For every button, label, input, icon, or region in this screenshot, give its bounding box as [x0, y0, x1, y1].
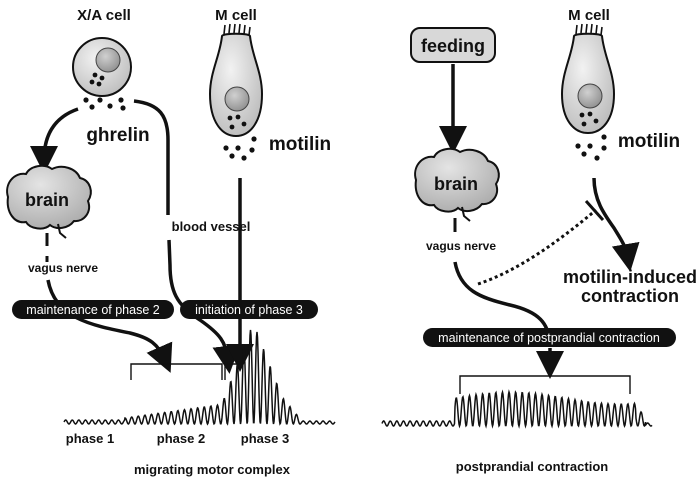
phase2-bracket: [130, 363, 223, 380]
vagus-nerve-right-label: vagus nerve: [426, 239, 496, 253]
brain-left-icon: [6, 164, 92, 239]
mmc-trace: [63, 329, 336, 426]
postprandial-caption: postprandial contraction: [456, 459, 608, 474]
phase1-label: phase 1: [66, 431, 114, 446]
m-cell-right-label: M cell: [568, 7, 610, 24]
postprandial-trace: [381, 389, 653, 429]
pill-postprandial-text: maintenance of postprandial contraction: [438, 331, 660, 345]
pill-maintenance-phase2: maintenance of phase 2: [12, 300, 174, 319]
brain-right-icon: [414, 147, 500, 222]
motilin-induced-label: motilin-induced: [563, 267, 696, 287]
pill-phase3-text: initiation of phase 3: [195, 303, 303, 317]
motilin-left-label: motilin: [269, 134, 331, 155]
m-cell-left: [208, 23, 264, 138]
phase3-bracket: [224, 363, 241, 380]
phase3-label: phase 3: [241, 431, 289, 446]
motilin-granules-left: [223, 136, 257, 161]
inhibition-bar: [584, 199, 605, 222]
ghrelin-label: ghrelin: [86, 125, 149, 146]
feeding-label: feeding: [421, 36, 485, 56]
brain-right-label: brain: [434, 174, 478, 194]
vagus-nerve-left-label: vagus nerve: [28, 261, 98, 275]
feeding-box: feeding: [410, 27, 496, 63]
brain-left-label: brain: [25, 190, 69, 210]
postprandial-waveform: [381, 389, 653, 429]
postprandial-bracket: [459, 375, 631, 394]
blood-vessel-label: blood vessel: [172, 219, 251, 234]
inhibition-dotted-line: [477, 208, 597, 286]
vagus-to-phase2-arrow: [46, 279, 173, 373]
vagus-nerve-right-line: [453, 261, 552, 343]
ghrelin-to-brain-arrow: [30, 107, 79, 174]
mmc-caption: migrating motor complex: [134, 462, 291, 477]
ghrelin-granules: [83, 97, 126, 111]
pill-postprandial: maintenance of postprandial contraction: [423, 328, 676, 347]
pill-phase2-text: maintenance of phase 2: [26, 303, 159, 317]
motilin-right-label: motilin: [618, 131, 680, 152]
contraction-label: contraction: [581, 286, 679, 306]
ghrelin-to-phase3-arrow: [167, 239, 241, 374]
m-cell-left-label: M cell: [215, 7, 257, 24]
m-cell-right: [560, 23, 616, 135]
xa-cell: [72, 37, 132, 97]
motilin-to-contraction-arrow: [592, 177, 640, 272]
xa-cell-label: X/A cell: [77, 7, 131, 24]
pill-initiation-phase3: initiation of phase 3: [180, 300, 318, 319]
mmc-waveform: [63, 329, 336, 426]
blood-vessel-line: [133, 99, 170, 215]
phase2-label: phase 2: [157, 431, 205, 446]
motilin-granules-right: [575, 134, 607, 161]
